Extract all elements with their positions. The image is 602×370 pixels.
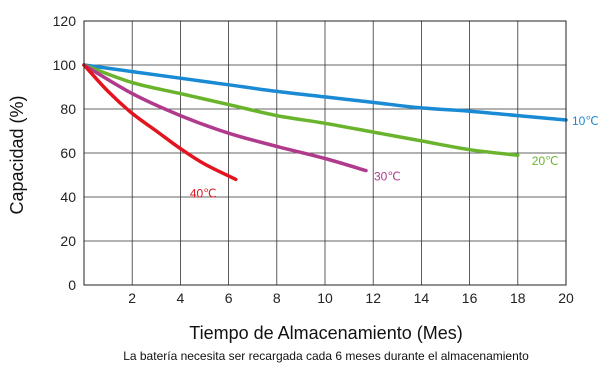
footnote: La batería necesita ser recargada cada 6… xyxy=(123,349,529,363)
series-label-0: 10℃ xyxy=(572,114,599,128)
series-line-3 xyxy=(82,63,238,182)
series-lines xyxy=(82,63,568,182)
series-label-1: 20℃ xyxy=(532,154,559,168)
series-line-1 xyxy=(82,63,520,157)
series-line-0 xyxy=(82,63,568,122)
y-axis-title: Capacidad (%) xyxy=(7,95,27,214)
x-tick-label: 16 xyxy=(462,290,478,306)
x-tick-label: 14 xyxy=(414,290,430,306)
x-tick-label: 20 xyxy=(558,290,574,306)
x-tick-label: 2 xyxy=(128,290,136,306)
plot-frame xyxy=(83,20,567,286)
grid xyxy=(84,20,567,286)
y-tick-labels: 0 20 40 60 80 100 120 xyxy=(53,13,77,293)
y-tick-label: 40 xyxy=(60,189,76,205)
y-tick-label: 120 xyxy=(53,13,77,29)
series-label-2: 30℃ xyxy=(374,170,401,184)
x-tick-label: 12 xyxy=(365,290,381,306)
x-tick-label: 4 xyxy=(177,290,185,306)
x-tick-labels: 2 4 6 8 10 12 14 16 18 20 xyxy=(128,290,574,306)
series-line-2 xyxy=(82,63,368,173)
y-tick-label: 20 xyxy=(60,233,76,249)
y-tick-label: 0 xyxy=(68,277,76,293)
series-labels: 10℃ 20℃ 30℃ 40℃ xyxy=(190,114,599,200)
x-tick-label: 10 xyxy=(317,290,333,306)
x-tick-label: 8 xyxy=(273,290,281,306)
x-axis-title: Tiempo de Almacenamiento (Mes) xyxy=(189,323,462,343)
y-tick-label: 80 xyxy=(60,101,76,117)
series-label-3: 40℃ xyxy=(190,186,217,200)
x-tick-label: 6 xyxy=(225,290,233,306)
x-tick-label: 18 xyxy=(510,290,526,306)
y-tick-label: 60 xyxy=(60,145,76,161)
y-tick-label: 100 xyxy=(53,57,77,73)
